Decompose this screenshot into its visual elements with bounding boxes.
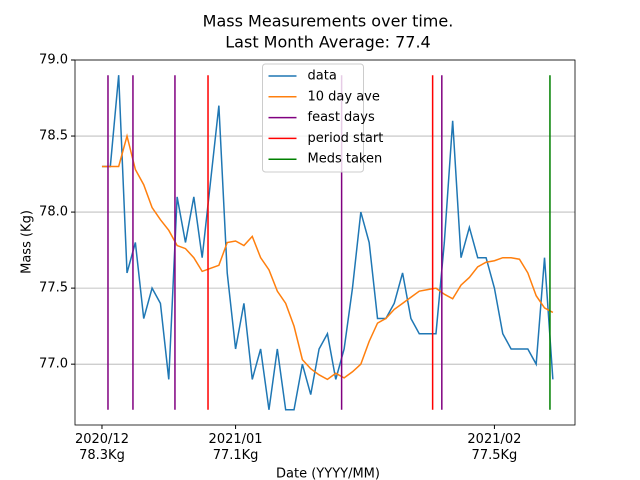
legend: data 10 day ave feast days period start Meds… <box>262 63 384 173</box>
y-tick-label: 78.0 <box>39 205 68 220</box>
data-line <box>101 133 554 381</box>
legend-label: Meds taken <box>308 152 383 167</box>
legend-label: data <box>308 69 337 84</box>
x-axis-label: Date (YYYY/MM) <box>276 467 380 480</box>
x-tick-label: 2021/01 77.1Kg <box>208 432 263 463</box>
data-line <box>101 75 554 411</box>
y-tick-label: 78.5 <box>39 129 68 144</box>
legend-label: period start <box>308 131 384 146</box>
y-tick-label: 77.5 <box>39 281 68 296</box>
legend-box <box>262 63 364 173</box>
chart-title: Mass Measurements over time. <box>203 12 454 31</box>
legend-label: 10 day ave <box>308 89 380 104</box>
x-tick-label: 2021/02 77.5Kg <box>467 432 522 463</box>
y-tick-label: 79.0 <box>39 53 68 68</box>
legend-label: feast days <box>308 110 375 125</box>
y-axis-label: Mass (Kg) <box>20 210 35 274</box>
plot-frame <box>74 59 576 426</box>
chart-subtitle: Last Month Average: 77.4 <box>225 33 430 52</box>
y-tick-label: 77.0 <box>39 357 68 372</box>
x-tick-label: 2020/12 78.3Kg <box>74 432 129 463</box>
